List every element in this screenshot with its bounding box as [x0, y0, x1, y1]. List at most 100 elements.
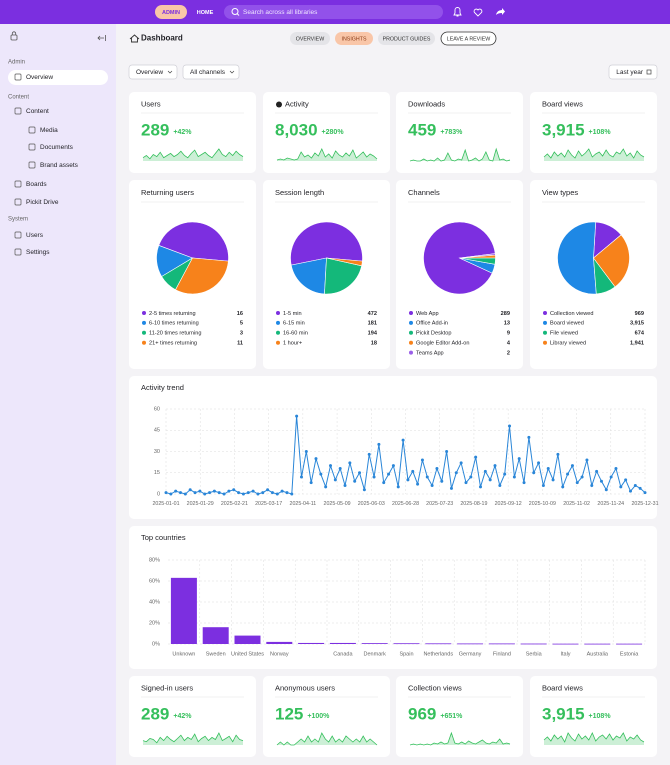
sparkline-area: [410, 733, 510, 745]
stat-value: 3,915: [542, 704, 585, 723]
line-point: [295, 414, 299, 418]
line-point: [488, 478, 492, 482]
y-tick-label: 0%: [152, 641, 160, 647]
pie-slice: [290, 221, 363, 266]
line-point: [382, 481, 386, 485]
pie-slice: [593, 234, 630, 288]
x-tick-label: 2025-04-11: [290, 501, 317, 507]
sidebar-heading: System: [8, 217, 28, 223]
line-point: [464, 481, 468, 485]
line-point: [619, 485, 623, 489]
sidebar-item[interactable]: Brand assets: [40, 162, 79, 169]
stat-change: +783%: [440, 129, 463, 136]
line-point: [532, 471, 536, 475]
share-icon[interactable]: [496, 8, 505, 15]
legend-dot: [276, 311, 280, 315]
sidebar-icon: [28, 126, 36, 134]
y-tick-label: 20%: [149, 620, 160, 626]
home-link[interactable]: HOME: [197, 10, 214, 16]
y-tick-label: 60%: [149, 578, 160, 584]
legend-value: 472: [368, 311, 377, 317]
legend-value: 3,915: [630, 321, 644, 327]
sidebar-item[interactable]: Overview: [26, 74, 53, 81]
stat-change: +280%: [322, 129, 345, 136]
y-tick-label: 80%: [149, 557, 160, 563]
x-tick-label: 2025-10-09: [529, 501, 556, 507]
sidebar-item[interactable]: Pickit Drive: [26, 199, 59, 206]
card: [396, 92, 523, 173]
x-tick-label: Spain: [399, 651, 413, 657]
legend-label: File viewed: [550, 331, 578, 337]
legend-dot: [409, 350, 413, 355]
card-title: View types: [542, 188, 578, 197]
bell-icon[interactable]: [453, 7, 462, 17]
line-point: [358, 471, 362, 475]
sparkline-area: [143, 149, 243, 161]
line-point: [537, 461, 541, 465]
bar: [425, 643, 452, 645]
search-box[interactable]: [224, 5, 443, 19]
stat-value: 969: [408, 704, 436, 723]
sparkline: [409, 147, 511, 162]
line-point: [551, 478, 555, 482]
filter-select[interactable]: [182, 64, 240, 80]
line-point: [309, 481, 313, 485]
filter-select[interactable]: [128, 64, 178, 80]
line-point: [435, 467, 439, 470]
line-point: [556, 452, 560, 456]
sidebar-item[interactable]: Content: [26, 108, 49, 115]
admin-label: ADMIN: [162, 10, 180, 16]
line-point: [377, 442, 381, 446]
card: [263, 92, 390, 173]
heart-icon[interactable]: [473, 8, 483, 17]
x-tick-label: Denmark: [364, 651, 387, 657]
sparkline: [543, 148, 645, 159]
collapse-icon[interactable]: [97, 35, 106, 41]
sidebar-item[interactable]: Settings: [26, 249, 50, 256]
sidebar-item[interactable]: Media: [40, 127, 58, 134]
card: [129, 376, 657, 519]
bar: [457, 643, 484, 645]
tab[interactable]: [440, 31, 497, 46]
period-box[interactable]: [608, 64, 658, 80]
line-point: [338, 467, 342, 470]
pie-slice: [423, 221, 496, 295]
tab[interactable]: [378, 32, 435, 45]
line-point: [580, 475, 584, 479]
stat-value: 125: [275, 704, 303, 723]
card-title: Top countries: [141, 533, 186, 542]
legend-dot: [543, 330, 547, 335]
search-icon: [231, 8, 239, 15]
line-point: [566, 472, 570, 476]
line-point: [275, 492, 279, 496]
tab[interactable]: [335, 32, 373, 45]
line-point: [343, 484, 347, 487]
x-tick-label: 2025-11-02: [563, 501, 590, 507]
period-select[interactable]: Last year: [616, 69, 644, 76]
page-title: Dashboard: [141, 34, 183, 43]
line-point: [179, 491, 183, 495]
card-title: Downloads: [408, 99, 445, 108]
sidebar-item[interactable]: Documents: [40, 144, 74, 151]
legend-dot: [409, 340, 413, 345]
legend-label: Board viewed: [550, 321, 584, 327]
line-point: [203, 492, 207, 496]
line-point: [575, 481, 579, 485]
filter-label: All channels: [190, 69, 226, 76]
bar: [361, 643, 388, 644]
stat-value: 459: [408, 120, 436, 139]
chevron: [167, 70, 173, 74]
line-point: [285, 491, 289, 495]
admin-button[interactable]: [155, 5, 187, 19]
line-point: [387, 472, 391, 476]
legend-label: 11-20 times returning: [149, 331, 201, 337]
card-title: Channels: [408, 188, 440, 197]
sidebar-item[interactable]: Boards: [26, 181, 47, 188]
sidebar-item[interactable]: Users: [26, 232, 44, 239]
sidebar-heading: Admin: [8, 60, 25, 66]
legend-label: Pickit Desktop: [416, 331, 451, 337]
tab[interactable]: [290, 32, 330, 45]
line-point: [208, 491, 212, 495]
x-tick-label: 2025-06-03: [358, 501, 385, 507]
line-point: [266, 488, 270, 492]
